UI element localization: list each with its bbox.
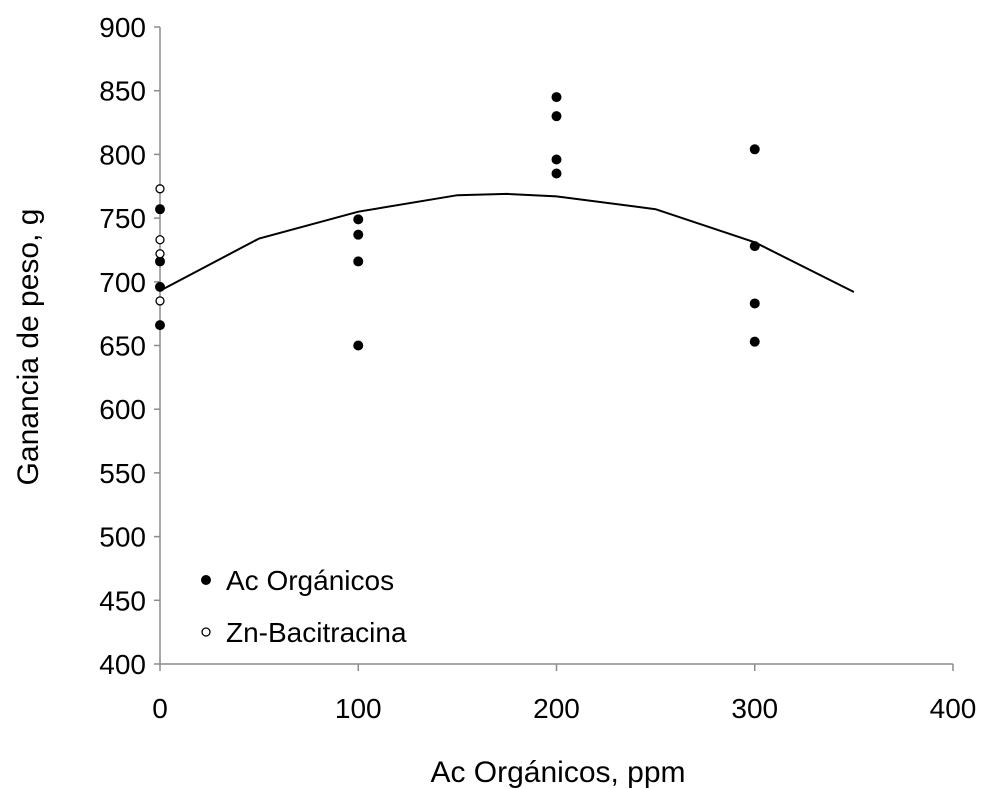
point-ac-org-nicos xyxy=(749,241,760,252)
legend-label-zn-bacitracina: Zn-Bacitracina xyxy=(226,617,407,648)
y-tick-label: 750 xyxy=(99,203,146,234)
legend-label-ac-organicos: Ac Orgánicos xyxy=(226,565,394,596)
y-tick-label: 900 xyxy=(99,12,146,43)
legend-marker-zn-bacitracina xyxy=(201,627,211,637)
point-ac-org-nicos xyxy=(749,336,760,347)
y-axis-ticks: 400 450 500 550 600 650 700 750 800 850 900 xyxy=(99,12,160,680)
point-zn-bacitracina xyxy=(155,184,165,194)
fit-curve xyxy=(159,192,855,293)
fit-curve-group xyxy=(159,192,855,293)
y-tick-label: 650 xyxy=(99,331,146,362)
point-ac-org-nicos xyxy=(551,168,562,179)
point-ac-org-nicos xyxy=(155,320,165,331)
y-tick-label: 400 xyxy=(99,649,146,680)
y-tick-label: 700 xyxy=(99,267,146,298)
point-ac-org-nicos xyxy=(353,340,364,351)
y-axis-title: Ganancia de peso, g xyxy=(12,209,45,486)
point-ac-org-nicos xyxy=(749,144,760,155)
point-ac-org-nicos xyxy=(551,111,562,122)
x-tick-label: 200 xyxy=(533,693,580,724)
y-tick-label: 550 xyxy=(99,458,146,489)
x-tick-label: 400 xyxy=(930,693,977,724)
data-points xyxy=(155,92,760,351)
x-tick-label: 100 xyxy=(335,693,382,724)
point-ac-org-nicos xyxy=(551,92,562,103)
point-zn-bacitracina xyxy=(155,235,165,245)
point-ac-org-nicos xyxy=(353,256,364,267)
point-ac-org-nicos xyxy=(155,256,165,267)
point-ac-org-nicos xyxy=(353,214,364,225)
point-ac-org-nicos xyxy=(749,298,760,309)
y-tick-label: 600 xyxy=(99,394,146,425)
point-ac-org-nicos xyxy=(155,204,165,215)
legend-marker-ac-organicos xyxy=(201,575,211,585)
x-tick-label: 0 xyxy=(152,693,168,724)
point-ac-org-nicos xyxy=(551,154,562,165)
x-axis-ticks: 0 100 200 300 400 xyxy=(152,664,976,724)
y-tick-label: 800 xyxy=(99,139,146,170)
point-ac-org-nicos xyxy=(155,281,165,292)
x-axis-title: Ac Orgánicos, ppm xyxy=(430,756,685,789)
x-tick-label: 300 xyxy=(731,693,778,724)
legend: Ac Orgánicos Zn-Bacitracina xyxy=(201,565,407,648)
point-zn-bacitracina xyxy=(155,249,165,259)
y-tick-label: 500 xyxy=(99,522,146,553)
point-ac-org-nicos xyxy=(353,229,364,240)
y-tick-label: 450 xyxy=(99,585,146,616)
y-tick-label: 850 xyxy=(99,76,146,107)
point-zn-bacitracina xyxy=(155,296,165,306)
